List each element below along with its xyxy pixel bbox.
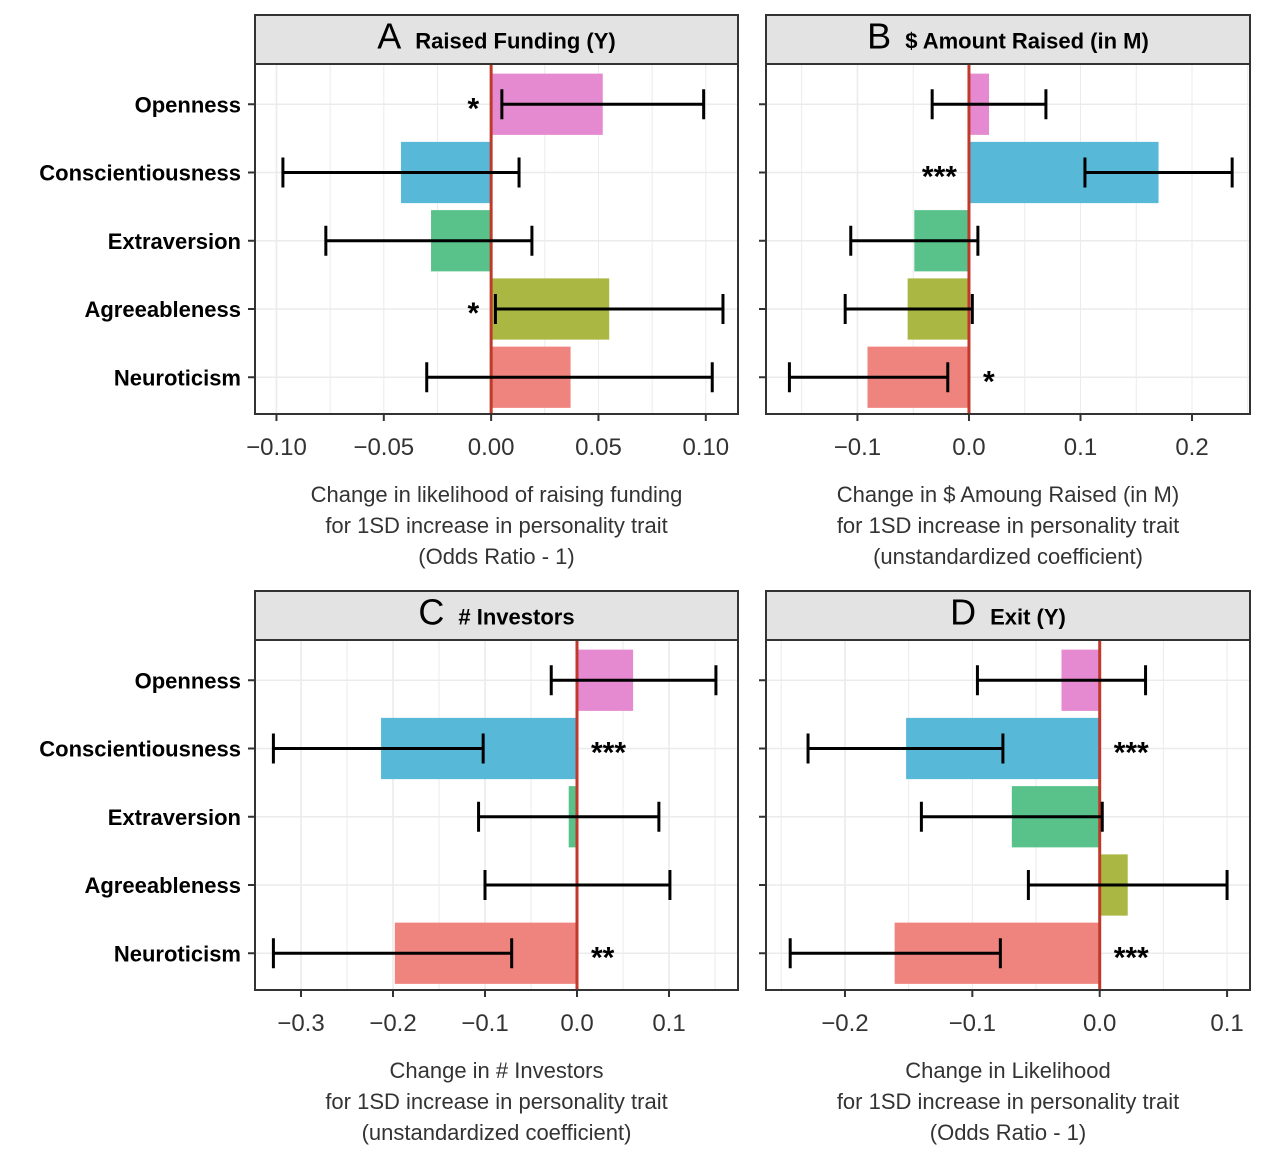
panel-d-significance-neuroticism: ***	[1114, 941, 1149, 974]
panel-c-significance-neuroticism: **	[591, 941, 615, 974]
panel-a-xlabel-line: Change in likelihood of raising funding	[311, 482, 683, 507]
panel-a-category-label: Extraversion	[108, 229, 241, 254]
panel-c-errorbar-extraversion	[477, 801, 661, 832]
panel-b-xlabel-line: Change in $ Amoung Raised (in M)	[837, 482, 1179, 507]
panel-b-errorbar-openness	[930, 89, 1048, 120]
panel-b-strip	[765, 14, 1251, 65]
panel-c-errorbar-agreeableness	[483, 870, 672, 900]
panel-d-xtick-label: −0.1	[949, 1010, 996, 1037]
panel-a-xlabel-line: (Odds Ratio - 1)	[418, 544, 575, 569]
panel-c-xlabel-line: for 1SD increase in personality trait	[325, 1089, 667, 1114]
panel-a-xtick-label: −0.05	[353, 434, 414, 461]
panel-a-significance-openness: *	[467, 92, 479, 125]
panel-c-category-label: Openness	[135, 668, 241, 693]
panel-b-significance-conscientiousness: ***	[922, 161, 957, 194]
panel-d-xtick-label: 0.1	[1210, 1010, 1243, 1037]
panel-a-strip	[254, 14, 739, 65]
panel-c-border	[254, 639, 739, 991]
panel-d-xlabel-line: for 1SD increase in personality trait	[837, 1089, 1179, 1114]
panel-c-category-label: Extraversion	[108, 805, 241, 830]
panel-b-xtick-label: −0.1	[834, 434, 881, 461]
panel-a-category-label: Neuroticism	[114, 365, 241, 390]
panel-a-xtick-label: 0.05	[575, 434, 622, 461]
panel-d-errorbar-extraversion	[919, 801, 1104, 832]
panel-d-errorbar-neuroticism	[788, 938, 1002, 969]
panel-a-category-label: Openness	[135, 92, 241, 117]
panel-a-category-label: Agreeableness	[84, 297, 241, 322]
panel-c-letter: C	[418, 592, 444, 633]
panel-c-xtick-label: 0.1	[652, 1010, 685, 1037]
panel-c-xtick-label: −0.2	[369, 1010, 416, 1037]
panel-c: C # Investors*****OpennessConscientiousne…	[39, 590, 739, 1145]
panel-b-xtick-label: 0.0	[952, 434, 985, 461]
panel-d-title: D Exit (Y)	[950, 592, 1066, 633]
panel-c-significance-conscientiousness: ***	[591, 737, 626, 770]
panel-c-errorbar-openness	[549, 665, 718, 696]
panel-d-xtick-label: 0.0	[1083, 1010, 1116, 1037]
panel-a-errorbar-openness	[500, 89, 706, 120]
panel-a-xtick-label: 0.00	[468, 434, 515, 461]
panel-d-xtick-label: −0.2	[821, 1010, 868, 1037]
panel-a-errorbar-conscientiousness	[281, 157, 521, 188]
panel-a-xlabel-line: for 1SD increase in personality trait	[325, 513, 667, 538]
panel-a-xtick-label: 0.10	[682, 434, 729, 461]
panel-c-errorbar-conscientiousness	[271, 733, 485, 764]
panel-a-xtick-label: −0.10	[246, 434, 307, 461]
panel-b-significance-neuroticism: *	[983, 365, 995, 398]
panel-c-title-text: # Investors	[458, 605, 574, 630]
panel-b-errorbar-neuroticism	[787, 362, 950, 393]
panel-b-errorbar-agreeableness	[843, 294, 974, 324]
panel-c-errorbar-neuroticism	[271, 938, 514, 969]
panel-b-letter: B	[867, 16, 891, 57]
panel-b-plot-area	[766, 64, 1250, 414]
panel-c-xtick-label: 0.0	[560, 1010, 593, 1037]
panel-c-category-label: Conscientiousness	[39, 737, 241, 762]
panel-b: B $ Amount Raised (in M)****−0.1 0.0 0.1 0.2…	[759, 14, 1251, 569]
panel-c-xlabel-line: (unstandardized coefficient)	[362, 1120, 632, 1145]
panel-b-xlabel-line: for 1SD increase in personality trait	[837, 513, 1179, 538]
panel-c-strip	[254, 590, 739, 641]
panel-b-xtick-label: 0.2	[1175, 434, 1208, 461]
panel-d-xlabel-line: Change in Likelihood	[905, 1058, 1111, 1083]
panel-b-errorbar-conscientiousness	[1083, 157, 1234, 188]
panel-a-border	[254, 63, 739, 415]
panel-c-xlabel-line: Change in # Investors	[389, 1058, 603, 1083]
panel-c-xtick-label: −0.1	[461, 1010, 508, 1037]
panel-a-errorbar-agreeableness	[493, 294, 725, 324]
panel-b-xlabel-line: (unstandardized coefficient)	[873, 544, 1143, 569]
panel-a-letter: A	[377, 16, 401, 57]
panel-b-title: B $ Amount Raised (in M)	[867, 16, 1149, 57]
panel-d-significance-conscientiousness: ***	[1114, 737, 1149, 770]
panel-d-xlabel-line: (Odds Ratio - 1)	[930, 1120, 1087, 1145]
panel-d: D Exit (Y) *** *** −0.2 −0.1 0.0 0.1 Change in L…	[759, 590, 1251, 1145]
panel-b-title-text: $ Amount Raised (in M)	[905, 29, 1149, 54]
panel-d-errorbar-conscientiousness	[806, 733, 1005, 764]
panel-b-border	[765, 63, 1251, 415]
panel-c-title: C # Investors	[418, 592, 574, 633]
panel-d-title-text: Exit (Y)	[990, 605, 1066, 630]
panel-a-significance-agreeableness: *	[467, 297, 479, 330]
panel-a-errorbar-neuroticism	[425, 362, 714, 393]
panel-d-letter: D	[950, 592, 976, 633]
panel-c-category-label: Neuroticism	[114, 941, 241, 966]
panel-d-border	[765, 639, 1251, 991]
panel-c-category-label: Agreeableness	[84, 873, 241, 898]
panel-a-errorbar-extraversion	[324, 225, 534, 256]
panel-a-title-text: Raised Funding (Y)	[415, 29, 615, 54]
panel-b-errorbar-extraversion	[849, 225, 980, 256]
panel-d-errorbar-agreeableness	[1026, 870, 1229, 900]
panel-a: A Raised Funding (Y) * * Openness Conscientio…	[39, 14, 739, 569]
panel-c-xtick-label: −0.3	[277, 1010, 324, 1037]
panel-d-errorbar-openness	[975, 665, 1148, 696]
panel-a-category-label: Conscientiousness	[39, 161, 241, 186]
panel-b-xtick-label: 0.1	[1064, 434, 1097, 461]
panel-a-title: A Raised Funding (Y)	[377, 16, 615, 57]
